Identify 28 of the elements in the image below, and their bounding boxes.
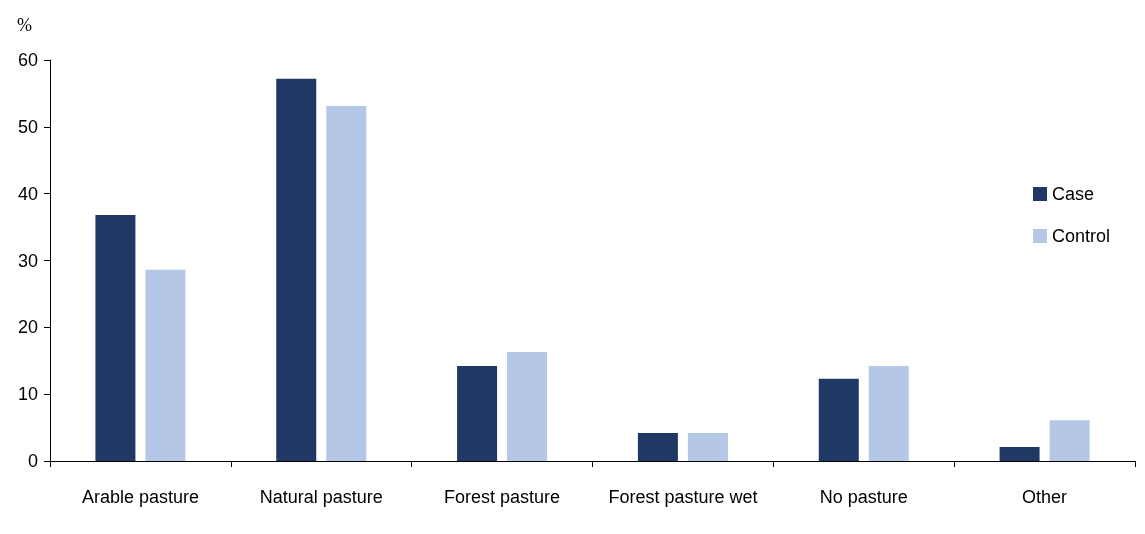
bar <box>507 352 548 461</box>
y-tick-label: 30 <box>17 250 38 271</box>
x-tick-label: Arable pasture <box>81 487 199 507</box>
y-tick-label: 50 <box>17 116 38 137</box>
y-tick-label: 40 <box>17 183 38 204</box>
bar <box>818 378 859 461</box>
x-tick-label: No pasture <box>819 487 908 507</box>
y-tick-label: 60 <box>17 50 38 70</box>
bar <box>145 269 186 461</box>
y-tick-label: 20 <box>17 317 38 338</box>
legend-label: Control <box>1051 226 1111 246</box>
bar <box>1049 420 1090 461</box>
y-tick-label: 0 <box>27 451 38 471</box>
bar <box>687 432 728 461</box>
y-tick-label: 10 <box>17 384 38 405</box>
legend-label: Case <box>1051 184 1095 204</box>
bar <box>276 78 317 461</box>
bar <box>326 106 367 461</box>
x-tick-label: Other <box>1022 487 1068 507</box>
bar <box>868 366 909 461</box>
y-axis-title: % <box>17 15 32 35</box>
x-tick-label: Natural pasture <box>259 487 383 507</box>
x-tick-label: Forest pasture wet <box>608 487 758 507</box>
x-tick-label: Forest pasture <box>444 487 561 507</box>
bar <box>457 366 498 461</box>
bar <box>95 215 136 461</box>
bar <box>999 446 1040 461</box>
bar <box>637 432 678 461</box>
